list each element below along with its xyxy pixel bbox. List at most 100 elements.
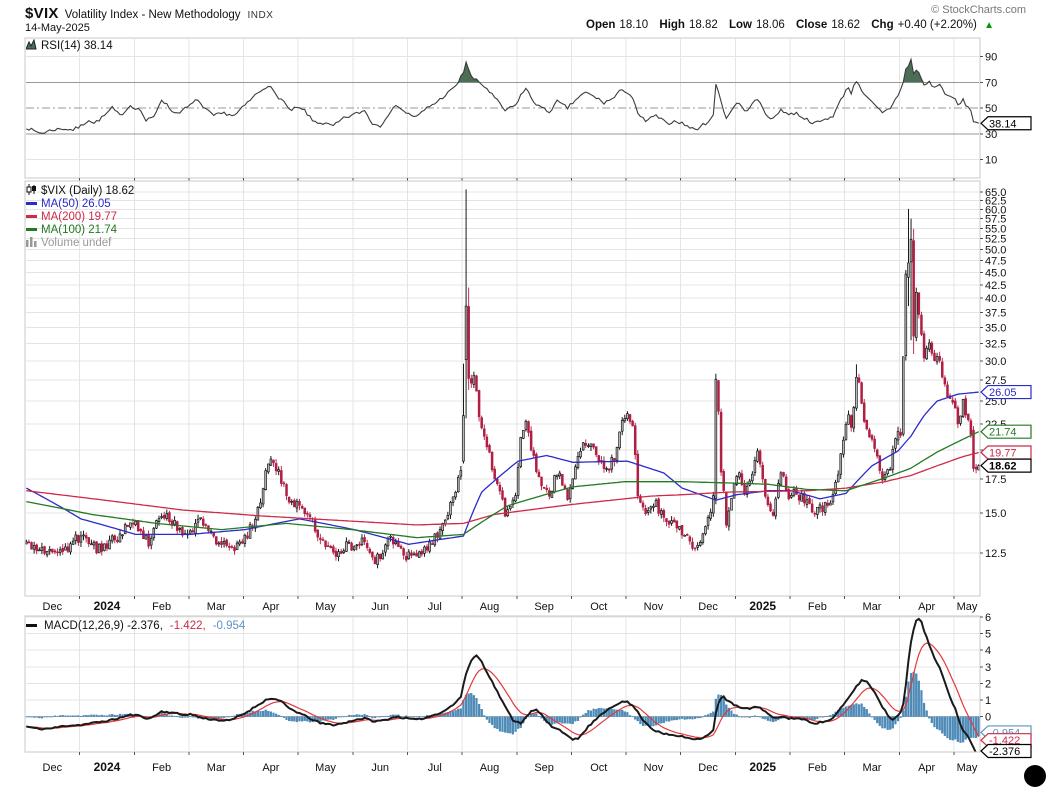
svg-text:Apr: Apr bbox=[918, 601, 935, 613]
svg-text:17.5: 17.5 bbox=[985, 474, 1006, 486]
svg-text:0: 0 bbox=[985, 712, 991, 724]
svg-text:15.0: 15.0 bbox=[985, 508, 1006, 520]
low-label: Low bbox=[728, 19, 752, 31]
ma50-line-icon bbox=[26, 202, 37, 205]
svg-text:May: May bbox=[315, 762, 336, 774]
svg-text:50: 50 bbox=[985, 103, 997, 115]
svg-text:55.0: 55.0 bbox=[985, 223, 1006, 235]
svg-text:52.5: 52.5 bbox=[985, 234, 1006, 246]
svg-text:18.62: 18.62 bbox=[989, 461, 1017, 473]
svg-text:Mar: Mar bbox=[863, 762, 882, 774]
svg-text:62.5: 62.5 bbox=[985, 195, 1006, 207]
rsi-legend-label: RSI(14) 38.14 bbox=[41, 39, 113, 52]
ma100-line-icon bbox=[26, 228, 37, 231]
ma50-line bbox=[25, 391, 979, 545]
svg-text:60.0: 60.0 bbox=[985, 204, 1006, 216]
svg-text:-2.376: -2.376 bbox=[989, 746, 1020, 758]
svg-text:26.05: 26.05 bbox=[989, 387, 1017, 399]
volume-bars-icon bbox=[26, 236, 37, 250]
svg-text:May: May bbox=[957, 601, 978, 613]
ma50-legend-label: MA(50) 26.05 bbox=[41, 197, 111, 210]
ma100-line bbox=[26, 431, 979, 539]
svg-text:42.5: 42.5 bbox=[985, 280, 1006, 292]
svg-text:Apr: Apr bbox=[918, 762, 935, 774]
svg-text:57.5: 57.5 bbox=[985, 214, 1006, 226]
svg-text:2024: 2024 bbox=[94, 599, 121, 613]
stockcharts-credit: © StockCharts.com bbox=[931, 4, 1026, 16]
svg-text:Oct: Oct bbox=[590, 601, 607, 613]
svg-text:Aug: Aug bbox=[480, 762, 500, 774]
high-value: 18.82 bbox=[688, 19, 718, 31]
svg-text:40.0: 40.0 bbox=[985, 293, 1006, 305]
symbol-name: Volatility Index - New Methodology bbox=[64, 9, 241, 21]
open-label: Open bbox=[586, 19, 616, 31]
macd-hist-value: -0.954 bbox=[212, 619, 246, 632]
svg-text:Oct: Oct bbox=[590, 762, 607, 774]
ma200-legend-label: MA(200) 19.77 bbox=[41, 210, 118, 223]
svg-text:19.77: 19.77 bbox=[989, 447, 1017, 459]
macd-main-line bbox=[26, 617, 977, 752]
price-candles bbox=[25, 189, 980, 569]
svg-text:Apr: Apr bbox=[262, 762, 279, 774]
svg-text:70: 70 bbox=[985, 77, 997, 89]
svg-text:Nov: Nov bbox=[644, 762, 664, 774]
svg-text:Feb: Feb bbox=[152, 762, 171, 774]
moving-average-lines bbox=[25, 391, 979, 545]
symbol-legend-label: $VIX (Daily) 18.62 bbox=[41, 184, 135, 197]
svg-text:Apr: Apr bbox=[262, 601, 279, 613]
macd-lines bbox=[26, 617, 980, 752]
svg-text:Feb: Feb bbox=[152, 601, 171, 613]
svg-text:Jun: Jun bbox=[371, 601, 389, 613]
svg-text:Aug: Aug bbox=[480, 601, 500, 613]
svg-text:32.5: 32.5 bbox=[985, 339, 1006, 351]
svg-text:Jul: Jul bbox=[428, 762, 442, 774]
svg-text:Feb: Feb bbox=[808, 762, 827, 774]
rsi-series bbox=[26, 57, 979, 134]
svg-text:Mar: Mar bbox=[863, 601, 882, 613]
close-value: 18.62 bbox=[831, 19, 861, 31]
svg-text:27.5: 27.5 bbox=[985, 375, 1006, 387]
svg-text:2025: 2025 bbox=[749, 599, 776, 613]
ma100-legend-label: MA(100) 21.74 bbox=[41, 223, 118, 236]
price-panel bbox=[25, 181, 980, 596]
svg-text:37.5: 37.5 bbox=[985, 307, 1006, 319]
chg-label: Chg bbox=[871, 19, 894, 31]
svg-text:Mar: Mar bbox=[207, 762, 226, 774]
macd-line-icon bbox=[26, 624, 37, 627]
candlestick-icon bbox=[26, 183, 37, 198]
svg-text:Feb: Feb bbox=[808, 601, 827, 613]
rsi-legend: RSI(14) 38.14 bbox=[25, 38, 113, 53]
svg-text:30.0: 30.0 bbox=[985, 356, 1006, 368]
svg-text:Jul: Jul bbox=[428, 601, 442, 613]
price-legend: $VIX (Daily) 18.62 MA(50) 26.05 MA(200) … bbox=[26, 183, 135, 250]
svg-text:50.0: 50.0 bbox=[985, 244, 1006, 256]
low-value: 18.06 bbox=[755, 19, 785, 31]
macd-legend: MACD(12,26,9) -2.376, -1.422, -0.954 bbox=[26, 619, 248, 632]
svg-text:2024: 2024 bbox=[94, 760, 121, 774]
ohlc-quote-bar: Open 18.10 High 18.82 Low 18.06 Close 18.62 … bbox=[586, 19, 994, 31]
floating-action-dot[interactable] bbox=[1024, 765, 1046, 787]
chg-value: +0.40 (+2.20%) bbox=[897, 19, 977, 31]
rsi-indicator-icon bbox=[25, 38, 37, 53]
svg-text:90: 90 bbox=[985, 52, 997, 64]
svg-text:65.0: 65.0 bbox=[985, 187, 1006, 199]
svg-text:6: 6 bbox=[985, 612, 991, 624]
svg-text:1: 1 bbox=[985, 695, 991, 707]
svg-text:2: 2 bbox=[985, 678, 991, 690]
volume-legend-label: Volume undef bbox=[41, 236, 112, 249]
svg-text:30: 30 bbox=[985, 129, 997, 141]
svg-text:35.0: 35.0 bbox=[985, 322, 1006, 334]
svg-text:2025: 2025 bbox=[749, 760, 776, 774]
close-label: Close bbox=[795, 19, 828, 31]
svg-text:Dec: Dec bbox=[43, 762, 63, 774]
svg-text:12.5: 12.5 bbox=[985, 548, 1006, 560]
high-label: High bbox=[659, 19, 685, 31]
svg-text:38.14: 38.14 bbox=[989, 118, 1017, 130]
macd-signal-value: -1.422, bbox=[169, 619, 206, 632]
svg-text:May: May bbox=[957, 762, 978, 774]
svg-text:Dec: Dec bbox=[698, 762, 718, 774]
svg-text:Dec: Dec bbox=[43, 601, 63, 613]
